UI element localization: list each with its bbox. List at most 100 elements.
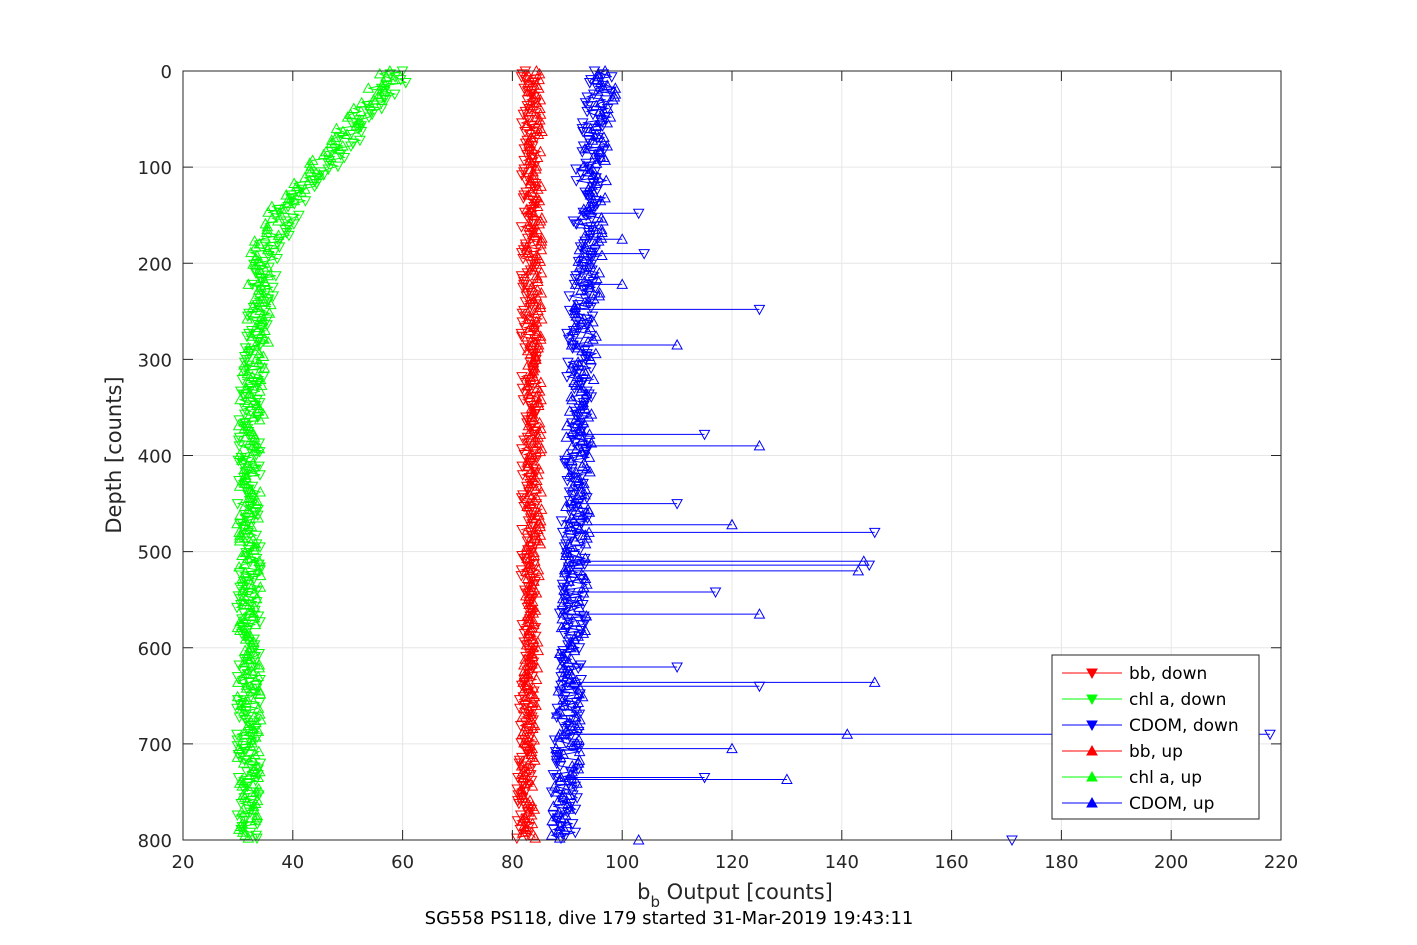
series-marker — [580, 444, 592, 455]
series-marker — [249, 618, 262, 630]
series-marker — [577, 375, 589, 386]
series-marker — [578, 346, 591, 357]
series-marker — [233, 480, 246, 491]
series-marker — [523, 487, 535, 499]
series-marker — [561, 419, 573, 431]
series-marker — [587, 333, 599, 344]
series-marker — [529, 439, 541, 451]
series-marker — [524, 380, 537, 392]
series-marker — [516, 118, 528, 129]
series-marker — [252, 504, 264, 516]
series-marker — [566, 490, 579, 501]
series-marker — [282, 222, 294, 233]
series-marker — [345, 141, 357, 153]
series-marker — [285, 193, 298, 204]
series-marker — [593, 289, 606, 301]
series-marker — [252, 611, 265, 623]
cdom-spike-marker — [868, 676, 881, 687]
series-marker — [564, 732, 576, 744]
series-marker — [581, 92, 594, 103]
series-marker — [565, 510, 578, 522]
series-marker — [520, 651, 532, 663]
series-marker — [545, 829, 558, 840]
series-marker — [248, 235, 261, 246]
series-marker — [593, 266, 606, 278]
series-marker — [518, 637, 531, 649]
series-marker — [234, 393, 247, 405]
series-marker — [249, 605, 261, 617]
series-marker — [556, 527, 569, 539]
series-marker — [231, 602, 243, 614]
series-marker — [257, 372, 270, 383]
series-marker — [248, 689, 261, 700]
series-marker — [244, 383, 257, 395]
series-marker — [547, 810, 560, 822]
series-marker — [530, 491, 543, 503]
series-marker — [582, 441, 595, 452]
series-marker — [563, 405, 576, 416]
series-marker — [355, 121, 368, 132]
series-marker — [566, 432, 579, 444]
series-marker — [577, 141, 590, 153]
series-marker — [241, 767, 253, 778]
series-marker — [237, 666, 249, 677]
series-marker — [570, 164, 582, 176]
series-marker — [583, 78, 596, 89]
series-marker — [566, 439, 579, 451]
cdom-spike-marker — [671, 499, 683, 510]
series-marker — [562, 623, 574, 634]
series-marker — [231, 499, 244, 510]
series-marker — [561, 614, 574, 625]
legend-entry: bb, down — [1129, 664, 1207, 684]
series-marker — [257, 350, 270, 361]
series-marker — [576, 124, 589, 135]
series-marker — [518, 155, 531, 167]
series-marker — [559, 651, 572, 663]
series-marker — [574, 660, 587, 672]
cdom-spike-marker — [709, 587, 722, 599]
series-marker — [573, 734, 585, 745]
series-marker — [596, 121, 609, 132]
series-marker — [236, 375, 249, 386]
series-marker — [513, 758, 526, 770]
series-marker — [605, 72, 618, 83]
series-marker — [232, 773, 245, 784]
series-marker — [555, 621, 568, 633]
series-marker — [239, 744, 252, 755]
series-marker — [231, 517, 243, 529]
series-marker — [535, 393, 547, 405]
series-marker — [528, 579, 541, 591]
series-marker — [571, 793, 583, 804]
series-marker — [559, 700, 572, 712]
series-marker — [515, 680, 528, 692]
series-marker — [525, 775, 538, 787]
series-marker — [550, 708, 563, 719]
series-marker — [572, 663, 585, 674]
cdom-spike-marker — [1264, 729, 1276, 741]
series-marker — [240, 696, 252, 708]
series-marker — [569, 429, 582, 441]
series-marker — [256, 363, 269, 375]
legend-marker — [1086, 720, 1098, 732]
series-marker — [559, 571, 572, 582]
series-marker — [529, 631, 542, 643]
series-marker — [233, 660, 246, 672]
series-marker — [587, 315, 599, 327]
series-marker — [244, 501, 257, 513]
series-marker — [299, 171, 311, 183]
series-marker — [521, 95, 534, 106]
series-marker — [569, 274, 582, 285]
series-marker — [567, 790, 579, 801]
series-marker — [399, 78, 412, 89]
series-marker — [254, 470, 266, 481]
series-marker — [574, 242, 587, 253]
series-marker — [525, 337, 538, 349]
series-marker — [233, 441, 246, 452]
series-marker — [517, 767, 530, 778]
series-marker — [527, 227, 540, 239]
series-marker — [235, 452, 248, 464]
series-marker — [594, 194, 607, 206]
series-marker — [518, 778, 530, 790]
series-marker — [292, 187, 305, 199]
y-tick-label: 700 — [138, 735, 172, 756]
